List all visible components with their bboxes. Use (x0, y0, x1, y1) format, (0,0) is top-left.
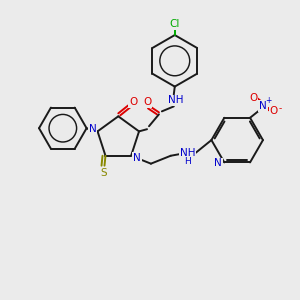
Text: H: H (184, 157, 191, 166)
Text: S: S (100, 168, 107, 178)
Text: O: O (143, 98, 151, 107)
Text: Cl: Cl (169, 19, 180, 29)
Text: N: N (133, 153, 141, 163)
Text: O: O (270, 106, 278, 116)
Text: N: N (259, 101, 267, 111)
Text: O: O (129, 98, 137, 107)
Text: N: N (89, 124, 97, 134)
Text: O: O (249, 93, 257, 103)
Text: +: + (265, 96, 271, 105)
Text: NH: NH (168, 95, 184, 106)
Text: NH: NH (180, 148, 195, 158)
Text: -: - (278, 104, 281, 113)
Text: N: N (214, 158, 222, 168)
